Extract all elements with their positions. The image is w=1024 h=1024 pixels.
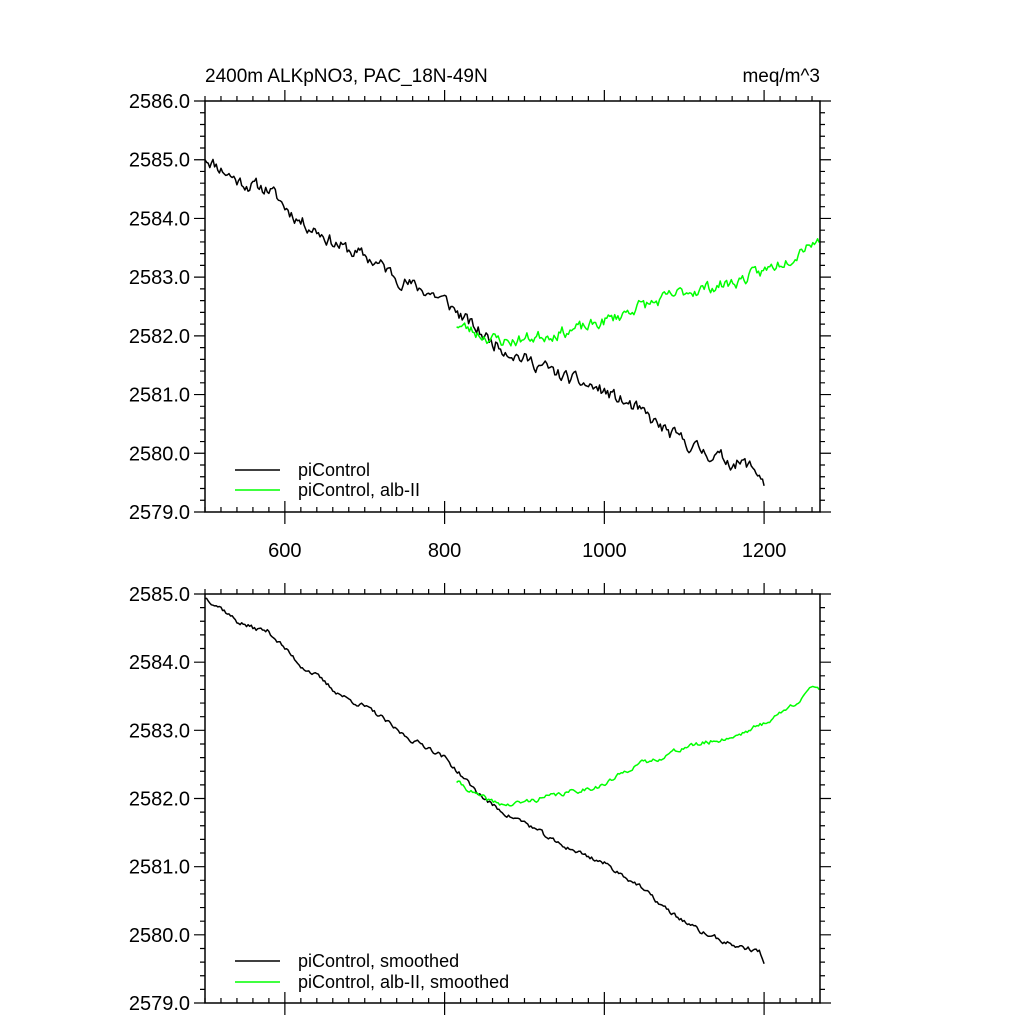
y-tick-label: 2584.0 <box>129 208 190 230</box>
chart-title: 2400m ALKpNO3, PAC_18N-49N <box>205 66 488 87</box>
top-panel-ticks <box>194 90 831 524</box>
y-tick-label: 2583.0 <box>129 720 190 742</box>
y-tick-label: 2579.0 <box>129 502 190 524</box>
y-tick-label: 2585.0 <box>129 584 190 606</box>
units-label: meq/m^3 <box>742 66 820 87</box>
bottom-panel: 2579.0 2580.0 2581.0 2582.0 2583.0 2584.0 2585… <box>129 583 831 1015</box>
y-tick-label: 2584.0 <box>129 652 190 674</box>
x-tick-label: 600 <box>268 540 301 562</box>
y-tick-label: 2582.0 <box>129 326 190 348</box>
series-line-picontrol-alb-ii-smoothed <box>456 685 820 807</box>
x-tick-label: 1200 <box>742 540 787 562</box>
legend-label-picontrol-smoothed: piControl, smoothed <box>298 951 459 971</box>
bottom-panel-series <box>205 597 820 964</box>
top-panel: 2400m ALKpNO3, PAC_18N-49N meq/m^3 2579.… <box>129 66 831 562</box>
y-tick-label: 2581.0 <box>129 385 190 407</box>
top-panel-frame <box>204 100 821 513</box>
y-tick-label: 2583.0 <box>129 267 190 289</box>
x-tick-label: 1000 <box>582 540 627 562</box>
y-tick-label: 2579.0 <box>129 993 190 1015</box>
y-tick-label: 2580.0 <box>129 443 190 465</box>
top-panel-series <box>204 158 820 486</box>
bottom-panel-legend: piControl, smoothed piControl, alb-II, s… <box>235 951 509 992</box>
y-tick-label: 2580.0 <box>129 925 190 947</box>
legend-label-picontrol: piControl <box>298 460 370 480</box>
y-tick-label: 2586.0 <box>129 91 190 113</box>
y-tick-label: 2581.0 <box>129 857 190 879</box>
x-tick-label: 800 <box>428 540 461 562</box>
bottom-panel-tick-labels: 2579.0 2580.0 2581.0 2582.0 2583.0 2584.0 2585… <box>129 584 190 1015</box>
top-panel-legend: piControl piControl, alb-II <box>235 460 420 500</box>
series-line-picontrol <box>204 158 765 486</box>
legend-label-picontrol-alb-ii: piControl, alb-II <box>298 480 420 500</box>
series-line-picontrol-alb-ii <box>456 238 820 347</box>
y-tick-label: 2582.0 <box>129 789 190 811</box>
series-line-picontrol-smoothed <box>205 597 765 964</box>
bottom-panel-ticks <box>194 583 831 1015</box>
top-panel-tick-labels: 2579.0 2580.0 2581.0 2582.0 2583.0 2584.0 2585… <box>129 91 787 562</box>
bottom-panel-frame <box>204 593 821 1004</box>
y-tick-label: 2585.0 <box>129 150 190 172</box>
legend-label-picontrol-alb-ii-smoothed: piControl, alb-II, smoothed <box>298 972 509 992</box>
